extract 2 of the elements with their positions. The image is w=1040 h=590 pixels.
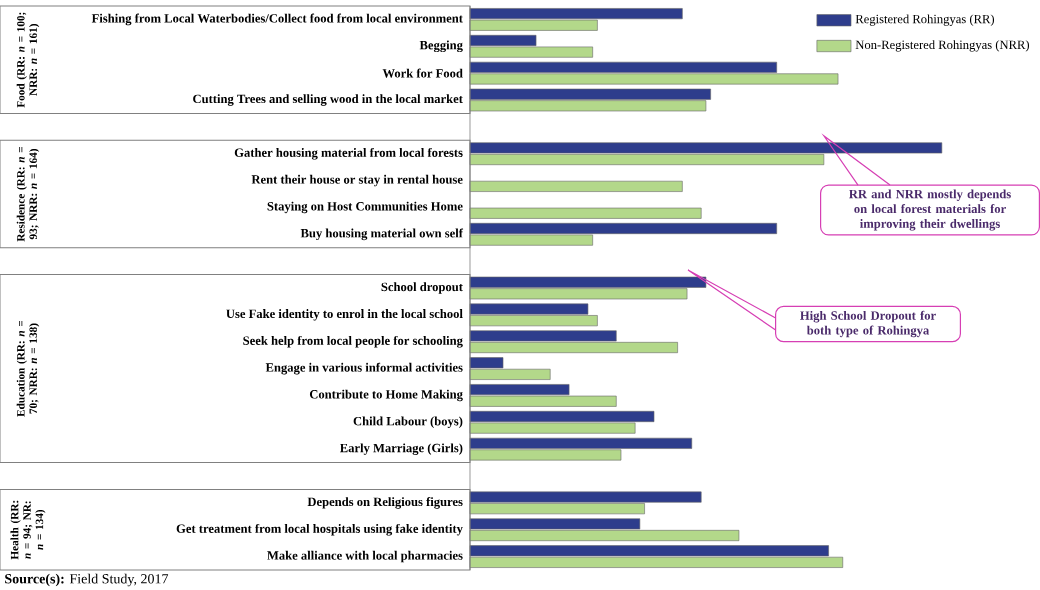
- bar: [469, 207, 702, 219]
- bar: [469, 180, 683, 192]
